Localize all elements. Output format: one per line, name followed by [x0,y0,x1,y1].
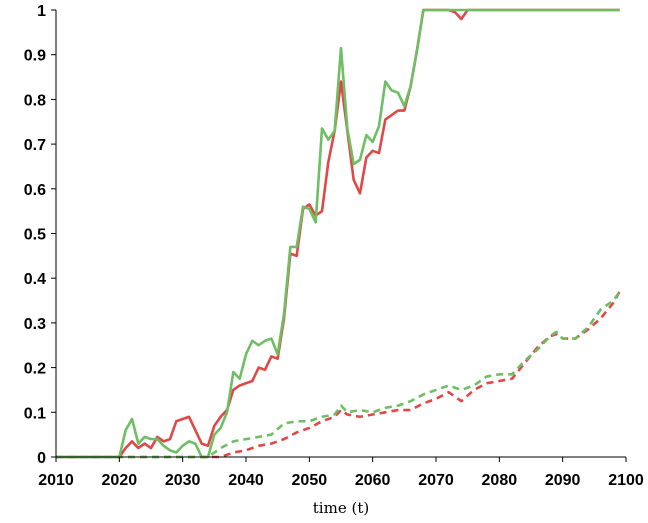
x-tick-label: 2010 [38,472,74,489]
x-tick-label: 2080 [482,472,518,489]
x-tick-label: 2030 [165,472,201,489]
y-tick-label: 0.1 [24,405,46,422]
y-tick-label: 0.7 [24,137,46,154]
x-tick-label: 2100 [608,472,644,489]
y-tick-label: 0.8 [24,92,46,109]
series-green-solid [56,8,620,459]
series-red-dashed [56,290,621,459]
x-tick-label: 2070 [418,472,454,489]
y-tick-label: 0.3 [24,316,46,333]
x-tick-label: 2020 [102,472,138,489]
y-tick-label: 0.2 [24,361,46,378]
x-tick-label: 2040 [228,472,264,489]
y-tick-label: 0.5 [24,227,46,244]
y-tick-label: 0.4 [24,271,46,288]
y-tick-label: 0.9 [24,48,46,65]
y-tick-label: 0 [37,450,46,467]
series-layer [56,8,621,459]
ticks: 0 0.1 0.2 0.3 0.4 0.5 0.6 0.7 0.8 0.9 1 2010 2020 203… [24,3,644,489]
x-tick-label: 2050 [292,472,328,489]
x-tick-label: 2060 [355,472,391,489]
x-tick-label: 2090 [545,472,581,489]
axes [55,10,626,458]
y-tick-label: 0.6 [24,182,46,199]
x-axis-label: time (t) [313,499,369,517]
y-tick-label: 1 [37,3,46,20]
series-green-dashed [56,290,621,459]
